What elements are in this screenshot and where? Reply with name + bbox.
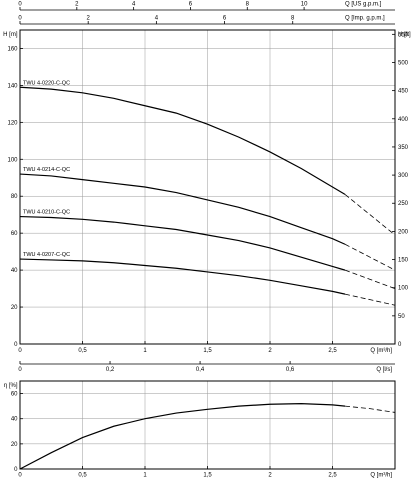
x-axis-label: Q [m³/h] <box>370 348 392 354</box>
bottom-axis-ls-tick-label: 0 <box>18 367 22 373</box>
top-flow-axes: 0 2 4 6 8 10 Q [US g.p.m.] 0 2 4 6 8 Q [Imp. g.p.m.] <box>18 2 395 25</box>
top-axis-us-tick-label: 8 <box>246 2 250 8</box>
eff-x-axis-label: Q [m³/h] <box>370 473 392 479</box>
head-grid <box>20 30 395 344</box>
right-axis-tick-label: 500 <box>398 60 409 66</box>
eff-left-axis-tick-label: 40 <box>11 417 18 423</box>
eff-x-axis-tick-label: 2,5 <box>328 473 337 479</box>
right-axis-tick-label: 350 <box>398 145 409 151</box>
right-axis-tick-label: 100 <box>398 286 409 292</box>
right-axis-label: H [ft] <box>398 32 411 38</box>
top-axis-imp-tick-label: 4 <box>155 16 159 22</box>
head-curve <box>19 258 346 295</box>
top-axis-us-tick-label: 6 <box>189 2 193 8</box>
eff-left-axis-tick-label: 0 <box>14 467 18 473</box>
head-curve-extension <box>344 243 396 271</box>
efficiency-curve-extension <box>344 405 396 413</box>
head-curve <box>19 215 346 271</box>
left-axis-tick-label: 120 <box>7 120 18 126</box>
left-axis-tick-label: 20 <box>11 305 18 311</box>
series-label: TWU 4-0214-C-QC <box>23 167 70 173</box>
eff-left-axis-tick-label: 60 <box>11 392 18 398</box>
right-axis-tick-label: 450 <box>398 89 409 95</box>
eff-x-axis-tick-label: 1 <box>143 473 147 479</box>
x-axis-tick-label: 1 <box>143 348 147 354</box>
efficiency-axes: 0 20 40 60 η [%] 0 0,5 1 1,5 2 2,5 Q [m³/h] <box>4 380 396 479</box>
head-curve-extension <box>344 293 396 306</box>
top-axis-us-label: Q [US g.p.m.] <box>345 2 382 8</box>
right-axis-tick-label: 250 <box>398 201 409 207</box>
eff-left-axis-tick-label: 20 <box>11 442 18 448</box>
eff-x-axis-tick-label: 0,5 <box>78 473 87 479</box>
eff-x-axis-tick-label: 0 <box>18 473 22 479</box>
bottom-flow-axes: 0 0,2 0,4 0,6 Q [l/s] <box>18 361 395 373</box>
eff-left-axis-label: η [%] <box>4 383 18 389</box>
top-axis-us-tick-label: 4 <box>132 2 136 8</box>
left-axis-tick-label: 100 <box>7 157 18 163</box>
x-axis-tick-label: 2,5 <box>328 348 337 354</box>
efficiency-curve <box>19 403 396 470</box>
right-axis-tick-label: 200 <box>398 229 409 235</box>
series-label: TWU 4-0210-C-QC <box>23 210 70 216</box>
top-axis-imp-tick-label: 6 <box>223 16 227 22</box>
bottom-axis-ls-label: Q [l/s] <box>376 367 392 373</box>
bottom-axis-ls-tick-label: 0,2 <box>106 367 115 373</box>
right-axis-tick-label: 550 <box>398 32 409 38</box>
left-axis-tick-label: 140 <box>7 83 18 89</box>
right-axis-tick-label: 150 <box>398 258 409 264</box>
x-axis-tick-label: 2 <box>268 348 272 354</box>
eff-x-axis-tick-label: 2 <box>268 473 272 479</box>
left-axis-tick-label: 40 <box>11 268 18 274</box>
top-axis-us-tick-label: 0 <box>18 2 22 8</box>
series-label: TWU 4-0220-C-QC <box>23 80 70 86</box>
bottom-axis-ls-tick-label: 0,6 <box>286 367 295 373</box>
x-axis-tick-label: 0,5 <box>78 348 87 354</box>
right-axis-tick-label: 300 <box>398 173 409 179</box>
head-curve-extension <box>344 194 396 236</box>
eff-x-axis-tick-label: 1,5 <box>203 473 212 479</box>
left-axis-tick-label: 0 <box>14 342 18 348</box>
left-axis-tick-label: 60 <box>11 231 18 237</box>
right-axis-tick-label: 400 <box>398 117 409 123</box>
top-axis-imp-tick-label: 2 <box>87 16 91 22</box>
top-axis-imp-label: Q [Imp. g.p.m.] <box>345 16 385 22</box>
head-curve <box>19 173 346 245</box>
right-axis-tick-label: 50 <box>398 314 405 320</box>
head-curves: TWU 4-0220-C-QC TWU 4-0214-C-QC TWU 4-0210… <box>19 80 396 306</box>
head-curve <box>19 86 346 195</box>
left-axis-label: H [m] <box>3 32 18 38</box>
x-axis-tick-label: 0 <box>18 348 22 354</box>
top-axis-us-tick-label: 10 <box>301 2 308 8</box>
top-axis-imp-tick-label: 0 <box>18 16 22 22</box>
efficiency-curve-line <box>19 403 346 470</box>
x-axis-tick-label: 1,5 <box>203 348 212 354</box>
series-label: TWU 4-0207-C-QC <box>23 252 70 258</box>
top-axis-imp-tick-label: 8 <box>291 16 295 22</box>
right-axis-tick-label: 0 <box>398 342 402 348</box>
bottom-axis-ls-tick-label: 0,4 <box>196 367 205 373</box>
head-curve-extension <box>344 269 396 289</box>
top-axis-us-tick-label: 2 <box>75 2 79 8</box>
left-axis-tick-label: 160 <box>7 46 18 52</box>
left-axis-tick-label: 80 <box>11 194 18 200</box>
efficiency-grid <box>20 381 395 469</box>
